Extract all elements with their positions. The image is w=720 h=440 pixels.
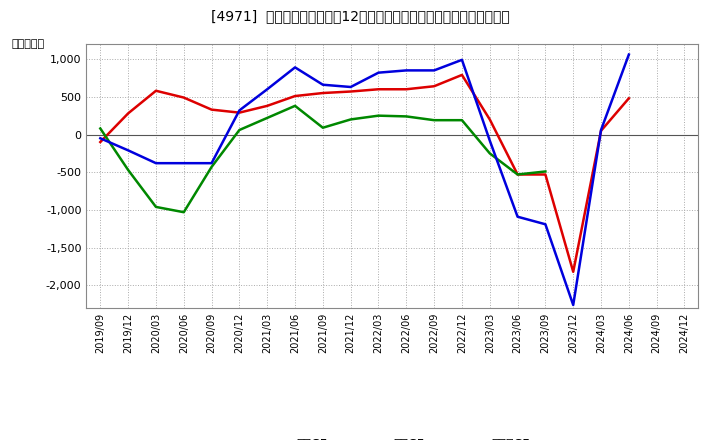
投資CF	[513, 172, 522, 177]
投資CF	[346, 117, 355, 122]
営業CF	[291, 93, 300, 99]
営業CF	[458, 72, 467, 77]
投資CF	[485, 151, 494, 156]
フリーCF	[346, 84, 355, 90]
フリーCF	[374, 70, 383, 75]
営業CF	[235, 110, 243, 115]
フリーCF	[96, 136, 104, 141]
投資CF	[430, 117, 438, 123]
営業CF	[624, 95, 633, 101]
営業CF	[374, 87, 383, 92]
営業CF	[430, 84, 438, 89]
フリーCF	[291, 65, 300, 70]
営業CF	[569, 269, 577, 275]
営業CF	[124, 111, 132, 116]
フリーCF	[541, 222, 550, 227]
営業CF	[179, 95, 188, 100]
フリーCF	[569, 302, 577, 308]
投資CF	[96, 126, 104, 131]
フリーCF	[402, 68, 410, 73]
投資CF	[263, 115, 271, 121]
フリーCF	[152, 161, 161, 166]
フリーCF	[124, 148, 132, 153]
Line: 投資CF: 投資CF	[100, 88, 629, 212]
営業CF	[402, 87, 410, 92]
フリーCF	[624, 52, 633, 57]
投資CF	[624, 85, 633, 90]
営業CF	[263, 103, 271, 109]
フリーCF	[513, 214, 522, 220]
フリーCF	[235, 108, 243, 113]
営業CF	[96, 139, 104, 145]
投資CF	[458, 117, 467, 123]
Line: 営業CF: 営業CF	[100, 75, 629, 272]
投資CF	[374, 113, 383, 118]
投資CF	[318, 125, 327, 130]
フリーCF	[207, 161, 216, 166]
投資CF	[124, 167, 132, 172]
フリーCF	[458, 57, 467, 62]
営業CF	[207, 107, 216, 112]
投資CF	[152, 204, 161, 209]
営業CF	[513, 172, 522, 177]
フリーCF	[263, 87, 271, 92]
Line: フリーCF: フリーCF	[100, 55, 629, 305]
Legend: 営業CF, 投資CF, フリーCF: 営業CF, 投資CF, フリーCF	[251, 433, 534, 440]
Text: [4971]  キャッシュフローの12か月移動合計の対前年同期増減額の推移: [4971] キャッシュフローの12か月移動合計の対前年同期増減額の推移	[211, 9, 509, 23]
フリーCF	[597, 127, 606, 132]
投資CF	[179, 209, 188, 215]
フリーCF	[318, 82, 327, 88]
フリーCF	[485, 138, 494, 143]
Y-axis label: （百万円）: （百万円）	[12, 39, 45, 49]
投資CF	[402, 114, 410, 119]
フリーCF	[430, 68, 438, 73]
投資CF	[207, 164, 216, 169]
フリーCF	[179, 161, 188, 166]
投資CF	[235, 127, 243, 132]
営業CF	[485, 117, 494, 122]
投資CF	[291, 103, 300, 109]
投資CF	[541, 169, 550, 174]
営業CF	[152, 88, 161, 93]
営業CF	[346, 89, 355, 94]
営業CF	[541, 172, 550, 177]
営業CF	[318, 90, 327, 95]
営業CF	[597, 128, 606, 133]
